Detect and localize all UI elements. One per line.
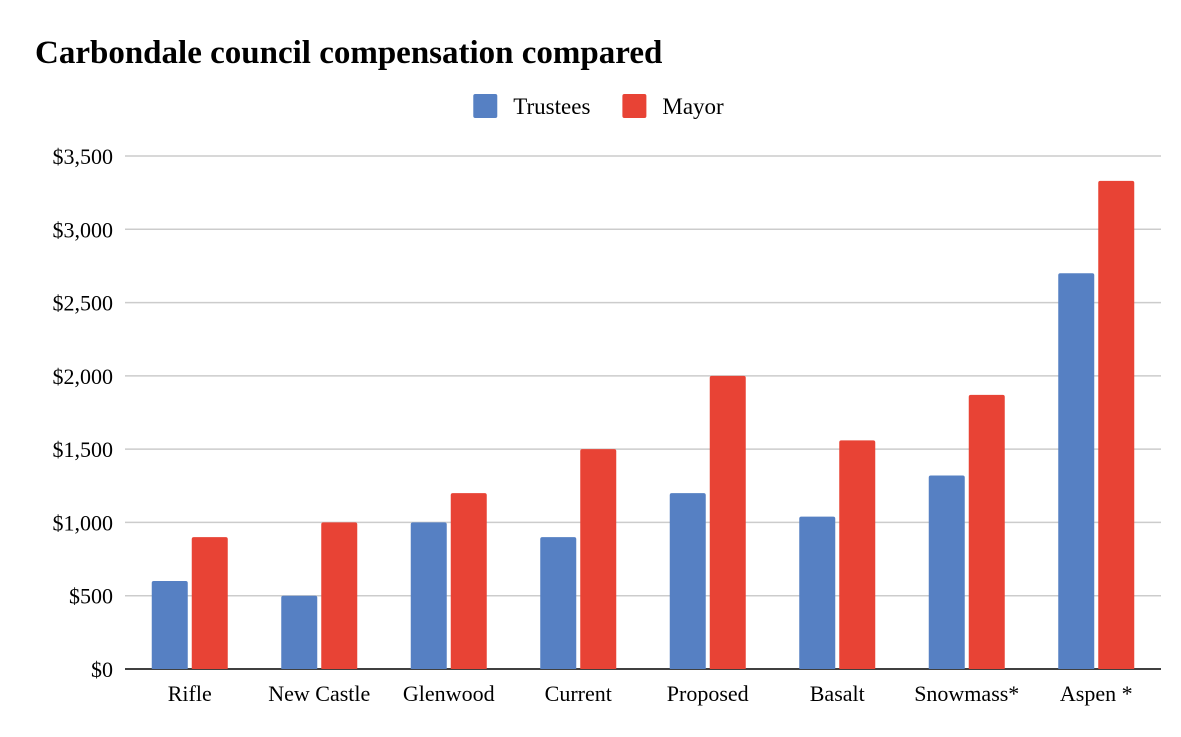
bar-trustees-2 (410, 522, 447, 669)
y-tick-label: $2,500 (53, 291, 114, 316)
x-category-label: Rifle (168, 681, 212, 706)
x-category-label: New Castle (268, 681, 370, 706)
y-tick-label: $3,000 (53, 217, 114, 242)
x-category-label: Basalt (810, 681, 865, 706)
bars (151, 180, 1135, 669)
chart-title: Carbondale council compensation compared (35, 35, 662, 71)
bar-trustees-5 (799, 516, 836, 669)
bar-trustees-4 (669, 493, 706, 669)
legend-label-trustees: Trustees (513, 94, 590, 119)
x-category-label: Proposed (667, 681, 749, 706)
y-tick-label: $500 (69, 584, 113, 609)
y-tick-label: $1,500 (53, 437, 114, 462)
bar-trustees-6 (928, 475, 965, 669)
bar-mayor-7 (1098, 180, 1135, 669)
y-tick-label: $3,500 (53, 144, 114, 169)
bar-mayor-3 (580, 449, 617, 669)
bar-mayor-4 (709, 375, 746, 669)
legend: Trustees Mayor (473, 94, 724, 119)
legend-label-mayor: Mayor (662, 94, 724, 119)
legend-swatch-mayor (622, 94, 647, 118)
x-category-label: Glenwood (403, 681, 495, 706)
bar-mayor-2 (450, 493, 487, 669)
x-category-label: Aspen * (1060, 681, 1133, 706)
y-tick-label: $0 (91, 657, 113, 682)
bar-mayor-0 (191, 537, 228, 669)
bar-trustees-3 (540, 537, 577, 669)
legend-swatch-trustees (473, 94, 498, 118)
bar-trustees-0 (151, 581, 188, 669)
x-axis-categories: Rifle New Castle Glenwood Current Proposed Ba… (168, 681, 1133, 706)
bar-trustees-7 (1058, 273, 1095, 669)
x-category-label: Snowmass* (914, 681, 1019, 706)
bar-trustees-1 (281, 595, 318, 669)
bar-mayor-1 (321, 522, 358, 669)
bar-mayor-5 (839, 440, 876, 669)
y-axis-ticks: $0 $500 $1,000 $1,500 $2,000 $2,500 $3,000 $3,5… (53, 144, 114, 682)
bar-mayor-6 (968, 394, 1005, 669)
y-tick-label: $1,000 (53, 510, 114, 535)
x-category-label: Current (545, 681, 612, 706)
gridlines (125, 155, 1161, 670)
y-tick-label: $2,000 (53, 364, 114, 389)
